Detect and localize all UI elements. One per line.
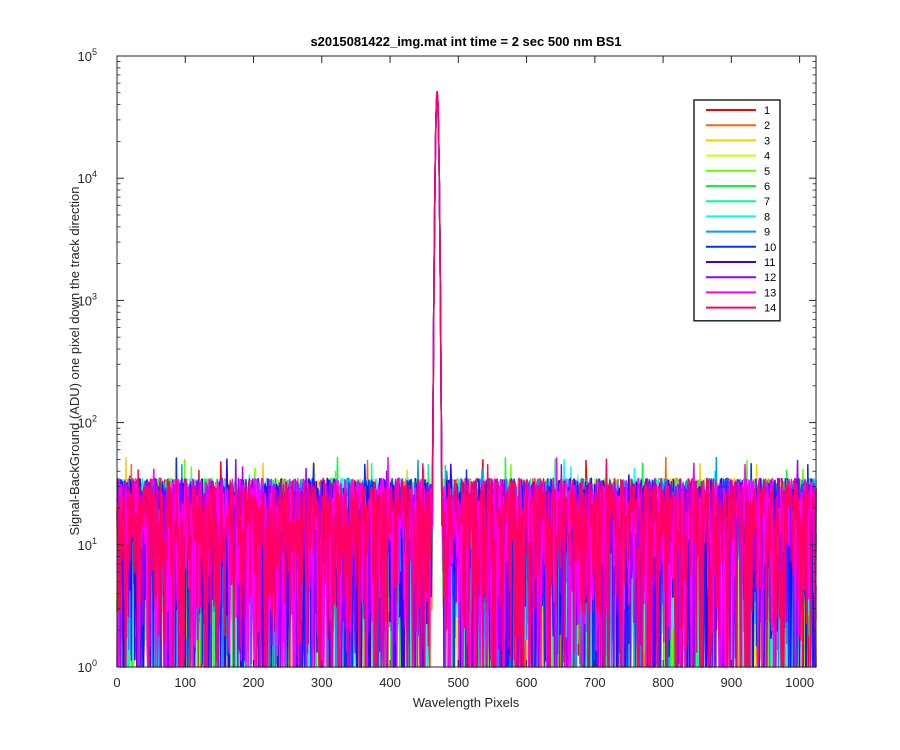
- legend-item[interactable]: 12: [706, 272, 776, 284]
- legend-label: 12: [764, 272, 776, 284]
- legend-label: 5: [764, 166, 770, 178]
- y-tick-label: 102: [78, 414, 97, 431]
- legend-label: 7: [764, 196, 770, 208]
- y-tick-label: 105: [78, 47, 97, 64]
- x-tick-label: 800: [652, 675, 674, 690]
- x-axis: 0 100 200 300 400 500 600 700 800 900 1000: [113, 56, 814, 690]
- legend-box: [693, 99, 781, 322]
- y-tick-base: 10: [78, 416, 92, 431]
- legend-item[interactable]: 5: [706, 166, 770, 178]
- legend-item[interactable]: 13: [706, 287, 776, 299]
- y-tick-label: 104: [78, 169, 97, 186]
- legend-item[interactable]: 3: [706, 135, 770, 147]
- y-tick-exp: 0: [92, 658, 97, 668]
- x-tick-label: 1000: [785, 675, 814, 690]
- y-tick-exp: 2: [92, 414, 97, 424]
- series-line-14: [116, 90, 817, 668]
- x-tick-label: 500: [447, 675, 469, 690]
- y-tick-base: 10: [78, 660, 92, 675]
- legend-item[interactable]: 9: [706, 227, 770, 239]
- legend-item[interactable]: 7: [706, 196, 770, 208]
- legend-item[interactable]: 14: [706, 303, 776, 315]
- x-tick-label: 700: [584, 675, 606, 690]
- legend-label: 3: [764, 135, 770, 147]
- legend-label: 9: [764, 227, 770, 239]
- legend-item[interactable]: 2: [706, 120, 770, 132]
- legend-label: 10: [764, 242, 776, 254]
- y-tick-base: 10: [78, 538, 92, 553]
- legend-item[interactable]: 6: [706, 181, 770, 193]
- y-tick-base: 10: [78, 171, 92, 186]
- chart-title: s2015081422_img.mat int time = 2 sec 500…: [310, 34, 621, 49]
- y-tick-exp: 3: [92, 291, 97, 301]
- legend-label: 8: [764, 211, 770, 223]
- plot-frame: [116, 55, 817, 668]
- legend-label: 13: [764, 287, 776, 299]
- legend-label: 11: [764, 257, 775, 269]
- legend-item[interactable]: 1: [706, 105, 770, 117]
- y-tick-exp: 1: [92, 536, 97, 546]
- legend-item[interactable]: 11: [706, 257, 775, 269]
- legend-item[interactable]: 4: [706, 151, 770, 163]
- y-tick-label: 101: [78, 536, 97, 553]
- legend-label: 14: [764, 303, 776, 315]
- legend-label: 4: [764, 151, 770, 163]
- x-tick-label: 200: [243, 675, 265, 690]
- y-tick-label: 100: [78, 658, 97, 675]
- series-layer: [116, 90, 817, 668]
- x-axis-label: Wavelength Pixels: [413, 695, 520, 710]
- x-tick-label: 400: [379, 675, 401, 690]
- x-tick-label: 900: [721, 675, 743, 690]
- y-axis-label: Signal-BackGround (ADU) one pixel down t…: [67, 186, 82, 535]
- y-tick-label: 103: [78, 291, 97, 308]
- y-tick-exp: 5: [92, 47, 97, 57]
- x-tick-label: 100: [174, 675, 196, 690]
- y-tick-base: 10: [78, 49, 92, 64]
- legend-item[interactable]: 8: [706, 211, 770, 223]
- legend-label: 1: [764, 105, 770, 117]
- x-tick-label: 600: [516, 675, 538, 690]
- y-tick-exp: 4: [92, 169, 97, 179]
- y-tick-base: 10: [78, 293, 92, 308]
- legend-label: 6: [764, 181, 770, 193]
- x-tick-label: 0: [113, 675, 120, 690]
- x-tick-label: 300: [311, 675, 333, 690]
- legend-label: 2: [764, 120, 770, 132]
- legend-item[interactable]: 10: [706, 242, 776, 254]
